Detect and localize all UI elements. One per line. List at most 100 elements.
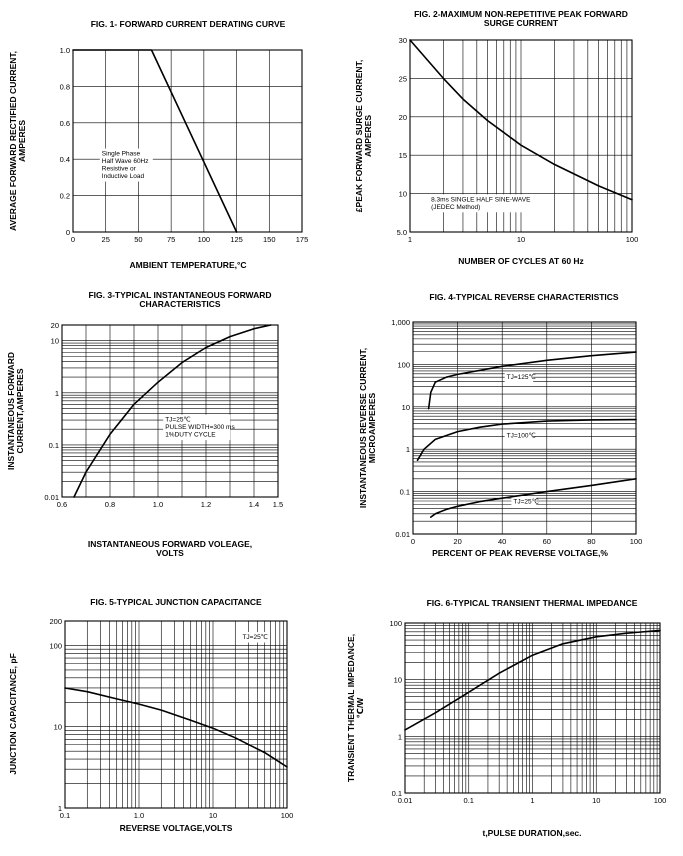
- fig2-xtick-label: 1: [408, 235, 412, 244]
- fig4-xtick-label: 0: [411, 537, 415, 546]
- fig4-chart: TJ=125℃ TJ=100℃ TJ=25℃ 0 20 40 60 80 100 0.01 0.1 1…: [358, 292, 642, 558]
- fig5-ytick-label: 10: [54, 723, 62, 732]
- fig4-ytick-label: 0.1: [400, 488, 410, 497]
- fig2-annotation-text: 8.3ms SINGLE HALF SINE-WAVE: [431, 196, 531, 203]
- fig1-ytick-label: 0: [66, 228, 70, 237]
- fig1-annotation-bg: [99, 148, 153, 182]
- fig3-annotation-text: 1%DUTY CYCLE: [165, 432, 216, 439]
- fig1-xtick-label: 25: [102, 235, 110, 244]
- fig2-xtick-label: 100: [626, 235, 639, 244]
- fig5-ytick-label: 1: [58, 804, 62, 813]
- fig4-annotation-bg: [511, 496, 537, 508]
- fig2-series-0: [409, 39, 633, 201]
- fig1-xtick-label: 175: [296, 235, 309, 244]
- fig3-title: FIG. 3-TYPICAL INSTANTANEOUS FORWARD: [88, 290, 271, 300]
- fig2-annotation-text: (JEDEC Method): [431, 204, 480, 211]
- fig3-title: CHARACTERISTICS: [139, 299, 221, 309]
- fig6-ylabel: TRANSIENT THERMAL IMPEDANCE,: [346, 634, 356, 782]
- fig2-ytick-label: 5.0: [397, 228, 407, 237]
- fig6-xtick-label: 1: [530, 796, 534, 805]
- fig3-ytick-label: 20: [51, 321, 59, 330]
- fig1-annotation-text: Resistive or: [102, 166, 137, 173]
- fig3-xlabel: VOLTS: [156, 548, 184, 558]
- fig4-ytick-label: 0.01: [395, 530, 410, 539]
- fig4-annotation-text: TJ=125℃: [507, 373, 536, 381]
- fig2-ytick-label: 15: [399, 151, 407, 160]
- fig6-xtick-label: 100: [654, 796, 667, 805]
- fig6-ylabel: ℃/W: [355, 697, 365, 719]
- fig1-ytick-label: 1.0: [60, 46, 70, 55]
- fig3-annotation-text: TJ=25℃: [165, 416, 191, 424]
- fig6-series-0: [404, 629, 661, 731]
- fig3-xtick-label: 0.6: [57, 500, 67, 509]
- fig5-annotation-bg: [240, 632, 266, 643]
- fig4-xtick-label: 80: [587, 537, 595, 546]
- fig3-xtick-label: 0.8: [105, 500, 115, 509]
- fig1-ytick-label: 0.4: [60, 155, 70, 164]
- fig4-title: FIG. 4-TYPICAL REVERSE CHARACTERISTICS: [429, 292, 619, 302]
- fig4-ytick-label: 1: [406, 445, 410, 454]
- fig3-ytick-label: 0.1: [49, 441, 59, 450]
- fig4-plot-frame: [412, 321, 637, 535]
- fig6-ytick-label: 10: [394, 676, 402, 685]
- fig4-ytick-label: 10: [402, 403, 410, 412]
- fig1-ytick-label: 0.8: [60, 82, 70, 91]
- fig6-ytick-label: 0.1: [392, 789, 402, 798]
- fig6-ytick-label: 1: [398, 732, 402, 741]
- fig4-ylabel: MICROAMPERES: [367, 392, 377, 463]
- fig3-ylabel: CURRENT,AMPERES: [15, 368, 25, 453]
- fig3-annotation-bg: [163, 414, 231, 441]
- fig4-annotation-bg: [504, 430, 534, 441]
- fig4-xtick-label: 40: [498, 537, 506, 546]
- fig5-xtick-label: 10: [209, 811, 217, 820]
- fig1-xtick-label: 125: [230, 235, 243, 244]
- fig6-plot-frame: [404, 622, 661, 794]
- fig1-ylabel: AVERAGE FORWARD RECTIFIED CURRENT,: [8, 51, 18, 231]
- fig2-annotation-bg: [429, 194, 528, 213]
- fig3-ytick-label: 0.01: [44, 493, 59, 502]
- fig3-xtick-label: 1.4: [249, 500, 259, 509]
- fig1-annotation-text: Half Wave 60Hz: [102, 158, 149, 165]
- fig3-ylabel: INSTANTANEOUS FORWARD: [6, 352, 16, 470]
- fig3-xlabel: INSTANTANEOUS FORWARD VOLEAGE,: [88, 539, 252, 549]
- fig4-ytick-label: 100: [397, 360, 410, 369]
- fig5-title: FIG. 5-TYPICAL JUNCTION CAPACITANCE: [90, 597, 262, 607]
- fig1-annotation-text: Single Phase: [102, 151, 141, 158]
- fig4-annotation-text: TJ=25℃: [513, 498, 539, 506]
- fig1-xtick-label: 100: [198, 235, 211, 244]
- fig2-xtick-label: 10: [517, 235, 525, 244]
- fig4-xtick-label: 60: [543, 537, 551, 546]
- fig4-xtick-label: 100: [630, 537, 643, 546]
- fig1-xlabel: AMBIENT TEMPERATURE,°C: [129, 260, 246, 270]
- fig5-ylabel: JUNCTION CAPACITANCE, pF: [8, 653, 18, 775]
- fig4-ytick-label: 1,000: [391, 318, 410, 327]
- fig6-xlabel: t,PULSE DURATION,sec.: [482, 828, 581, 838]
- fig3-series-0: [73, 324, 272, 498]
- fig6-ytick-label: 100: [389, 619, 402, 628]
- fig3-ytick-label: 1: [55, 389, 59, 398]
- fig2-ytick-label: 30: [399, 36, 407, 45]
- fig5-ytick-label: 200: [49, 617, 62, 626]
- fig6-xtick-label: 0.1: [464, 796, 474, 805]
- fig4-series-2: [429, 477, 637, 518]
- fig5-xtick-label: 1.0: [134, 811, 144, 820]
- fig5-xtick-label: 100: [281, 811, 294, 820]
- fig2-plot-frame: [409, 39, 633, 233]
- fig2-ylabel: £PEAK FORWARD SURGE CURRENT,: [354, 60, 364, 212]
- fig6-xtick-label: 10: [592, 796, 600, 805]
- fig1-xtick-label: 0: [71, 235, 75, 244]
- fig3-xtick-label: 1.2: [201, 500, 211, 509]
- fig1-plot-frame: [72, 49, 303, 233]
- fig4-series-1: [416, 418, 637, 462]
- fig5-annotation-text: TJ=25℃: [242, 633, 268, 641]
- fig4-xtick-label: 20: [453, 537, 461, 546]
- fig3-annotation-text: PULSE WIDTH=300 ms: [165, 424, 235, 431]
- fig5-xtick-label: 0.1: [60, 811, 70, 820]
- fig2-ylabel: AMPERES: [363, 115, 373, 157]
- fig1-ytick-label: 0.2: [60, 192, 70, 201]
- fig2-ytick-label: 20: [399, 113, 407, 122]
- fig5-xlabel: REVERSE VOLTAGE,VOLTS: [120, 823, 233, 833]
- fig3-xtick-label: 1.5: [273, 500, 283, 509]
